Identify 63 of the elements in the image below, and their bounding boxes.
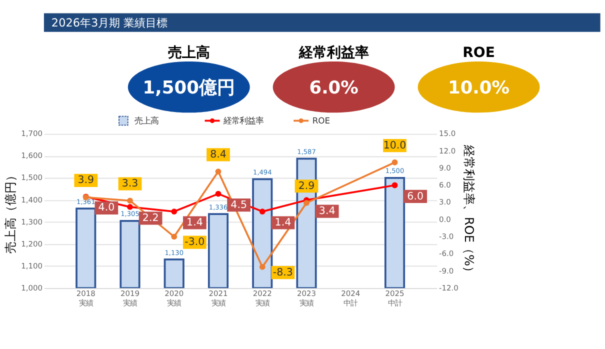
x-tick-label: 2018 実績 — [76, 289, 96, 308]
text: 10.0% — [448, 78, 510, 99]
x-tick-label: 2025 中計 — [385, 289, 405, 308]
y-tick-label: 1,500 — [21, 173, 43, 182]
data-label: 4.5 — [230, 198, 247, 211]
y-tick-label: 1,700 — [21, 129, 43, 138]
y-axis-title: 売上高（億円） — [4, 169, 18, 254]
x-tick-label: 2019 実績 — [120, 289, 140, 308]
y2-tick-label: 0.0 — [439, 214, 452, 224]
y2-tick-label: 3.0 — [439, 198, 452, 207]
x-tick-label: 2023 実績 — [297, 289, 316, 308]
x-tick-label: 2021 実績 — [208, 289, 228, 308]
point — [392, 182, 398, 188]
point — [127, 204, 133, 210]
y-tick-label: 1,100 — [21, 261, 43, 270]
text: 経常利益率 — [298, 44, 369, 62]
y2-tick-label: -3.0 — [439, 232, 454, 242]
data-label: 8.4 — [210, 148, 226, 161]
y-tick-label: 1,200 — [21, 239, 43, 248]
point — [259, 208, 266, 214]
data-label: 3.4 — [318, 205, 336, 218]
text: ROE — [462, 45, 495, 62]
point — [259, 264, 266, 270]
point — [171, 234, 178, 240]
y2-tick-label: -12.0 — [439, 283, 459, 292]
point — [171, 208, 178, 214]
legend-label: 経常利益率 — [222, 116, 264, 126]
point — [215, 190, 222, 197]
y-tick-label: 1,300 — [21, 217, 43, 226]
y-tick-label: 1,600 — [21, 151, 43, 160]
data-label: -3.0 — [184, 236, 205, 248]
point — [127, 198, 133, 204]
y2-tick-label: 12.0 — [439, 146, 456, 156]
point — [215, 168, 222, 174]
y2-tick-label: 9.0 — [439, 163, 452, 172]
data-label: -8.3 — [272, 266, 293, 278]
y2-tick-label: -6.0 — [439, 249, 454, 258]
data-label: 1.4 — [186, 216, 203, 229]
legend-label: 売上高 — [134, 116, 159, 126]
point — [304, 200, 310, 206]
text: 6.0% — [309, 78, 359, 99]
y2-tick-label: -9.0 — [439, 266, 454, 276]
data-label: 3.3 — [122, 178, 138, 190]
y-tick-label: 1,000 — [21, 283, 43, 292]
y2-axis-title: 経常利益率、ROE（%） — [462, 144, 476, 278]
text: 2026年3月期 業績目標 — [51, 16, 168, 30]
data-label: 1.4 — [274, 216, 292, 229]
y2-tick-label: 15.0 — [439, 129, 456, 138]
data-label: 2.9 — [298, 180, 315, 192]
y-tick-label: 1,400 — [21, 195, 43, 204]
text: 1,500億円 — [142, 78, 235, 99]
text: 売上高 — [168, 44, 210, 62]
data-label: 2.2 — [142, 212, 159, 224]
legend-label: ROE — [312, 116, 330, 126]
data-label: 10.0 — [383, 139, 406, 152]
x-tick-label: 2024 中計 — [341, 289, 360, 308]
data-label: 4.0 — [98, 202, 115, 214]
x-tick-label: 2022 実績 — [252, 289, 272, 308]
y2-tick-label: 6.0 — [439, 180, 452, 190]
data-label: 3.9 — [78, 174, 94, 186]
data-label: 6.0 — [407, 190, 424, 202]
x-tick-label: 2020 実績 — [164, 289, 184, 308]
point — [392, 159, 398, 166]
